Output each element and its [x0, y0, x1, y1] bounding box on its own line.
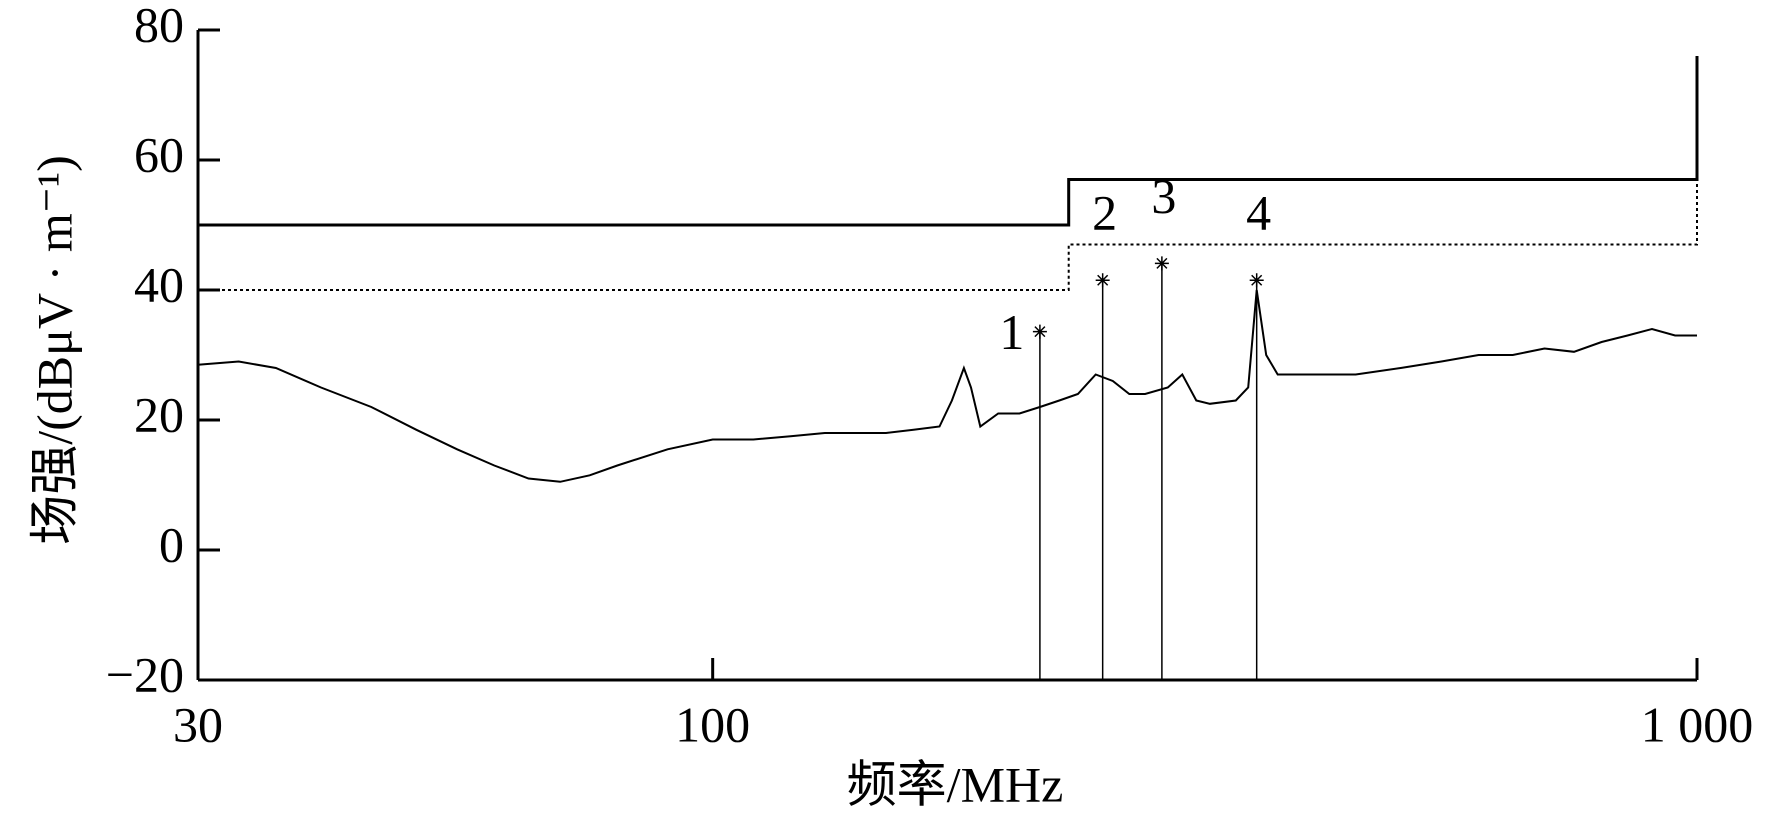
- marker-label: 3: [1151, 168, 1176, 224]
- x-tick-label: 1 000: [1641, 696, 1754, 752]
- series-line: [197, 289, 1697, 483]
- marker-star: [1249, 273, 1264, 288]
- marker-label: 4: [1246, 185, 1271, 241]
- x-tick-label: 100: [675, 696, 750, 752]
- y-tick-label: 80: [134, 0, 184, 52]
- x-tick-label: 30: [173, 696, 223, 752]
- marker-label: 2: [1092, 185, 1117, 241]
- series-line: [198, 179, 1698, 291]
- y-tick-label: 0: [159, 516, 184, 572]
- y-axis-label: 场强/(dBμV · m⁻¹): [26, 155, 82, 544]
- marker-star: [1154, 256, 1169, 271]
- y-tick-label: 20: [134, 386, 184, 442]
- marker-label: 1: [999, 304, 1024, 360]
- y-tick-label: 40: [134, 256, 184, 312]
- y-tick-label: 60: [134, 126, 184, 182]
- y-tick-label: −20: [106, 646, 184, 702]
- x-axis-label: 频率/MHz: [847, 756, 1064, 812]
- marker-star: [1095, 273, 1110, 288]
- series-line: [198, 56, 1699, 227]
- marker-star: [1032, 324, 1047, 339]
